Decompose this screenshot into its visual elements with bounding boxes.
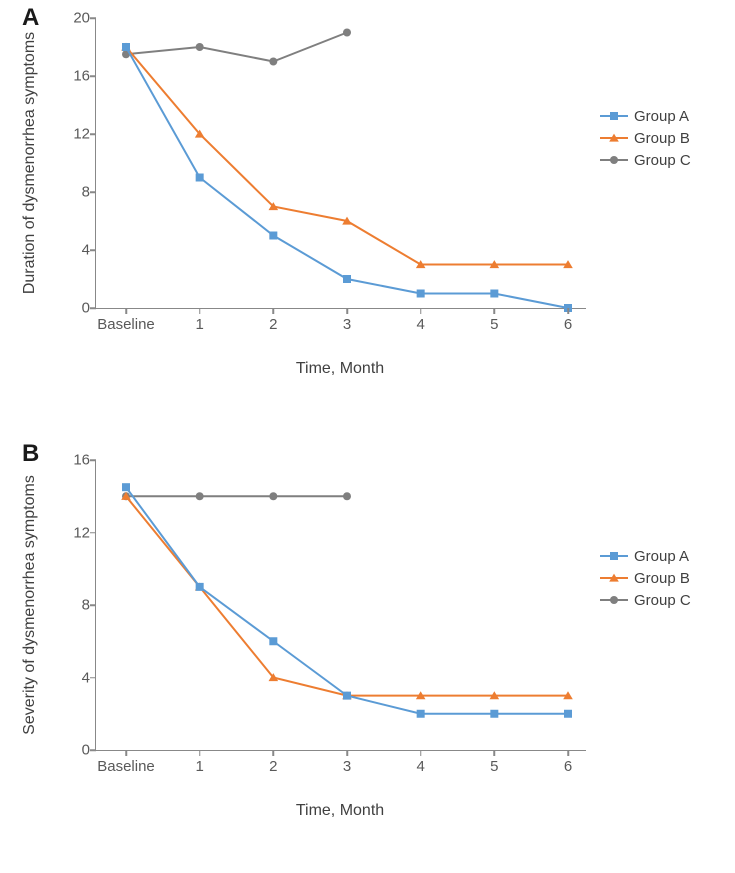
panel-a-svg [96, 18, 586, 308]
x-tick-label: 1 [195, 308, 203, 333]
legend-label: Group C [634, 152, 691, 169]
legend-label: Group A [634, 108, 689, 125]
y-tick-label: 0 [82, 300, 96, 317]
legend-label: Group B [634, 570, 690, 587]
y-tick-label: 8 [82, 184, 96, 201]
legend-label: Group B [634, 130, 690, 147]
legend-label: Group A [634, 548, 689, 565]
y-tick-label: 16 [73, 68, 96, 85]
x-tick-label: 5 [490, 308, 498, 333]
y-tick-label: 16 [73, 452, 96, 469]
x-tick-label: 4 [416, 308, 424, 333]
legend-label: Group C [634, 592, 691, 609]
y-tick-label: 8 [82, 597, 96, 614]
panel-b-plot: 0481216Baseline123456 [95, 460, 586, 751]
panel-b-svg [96, 460, 586, 750]
panel-a-label: A [22, 4, 39, 32]
panel-a-x-title: Time, Month [296, 360, 384, 378]
panel-b-x-title: Time, Month [296, 802, 384, 820]
panel-a-legend: Group A Group B Group C [600, 105, 691, 171]
legend-group-c: Group C [600, 589, 691, 611]
x-tick-label: 6 [564, 750, 572, 775]
x-tick-label: 2 [269, 308, 277, 333]
y-tick-label: 12 [73, 126, 96, 143]
legend-group-c: Group C [600, 149, 691, 171]
panel-b-y-title: Severity of dysmenorrhea symptoms [21, 475, 39, 735]
x-tick-label: 6 [564, 308, 572, 333]
legend-group-b: Group B [600, 567, 691, 589]
x-tick-label: 5 [490, 750, 498, 775]
x-tick-label: Baseline [97, 308, 155, 333]
panel-b-legend: Group A Group B Group C [600, 545, 691, 611]
x-tick-label: 3 [343, 308, 351, 333]
y-tick-label: 4 [82, 669, 96, 686]
panel-a-y-title: Duration of dysmenorrhea symptoms [21, 32, 39, 294]
x-tick-label: 3 [343, 750, 351, 775]
legend-group-b: Group B [600, 127, 691, 149]
x-tick-label: 1 [195, 750, 203, 775]
legend-group-a: Group A [600, 105, 691, 127]
y-tick-label: 20 [73, 10, 96, 27]
x-tick-label: 4 [416, 750, 424, 775]
legend-group-a: Group A [600, 545, 691, 567]
panel-a-plot: 048121620Baseline123456 [95, 18, 586, 309]
y-tick-label: 12 [73, 524, 96, 541]
panel-b-label: B [22, 440, 39, 468]
figure: A 048121620Baseline123456 Duration of dy… [0, 0, 735, 873]
x-tick-label: 2 [269, 750, 277, 775]
x-tick-label: Baseline [97, 750, 155, 775]
y-tick-label: 4 [82, 242, 96, 259]
y-tick-label: 0 [82, 742, 96, 759]
